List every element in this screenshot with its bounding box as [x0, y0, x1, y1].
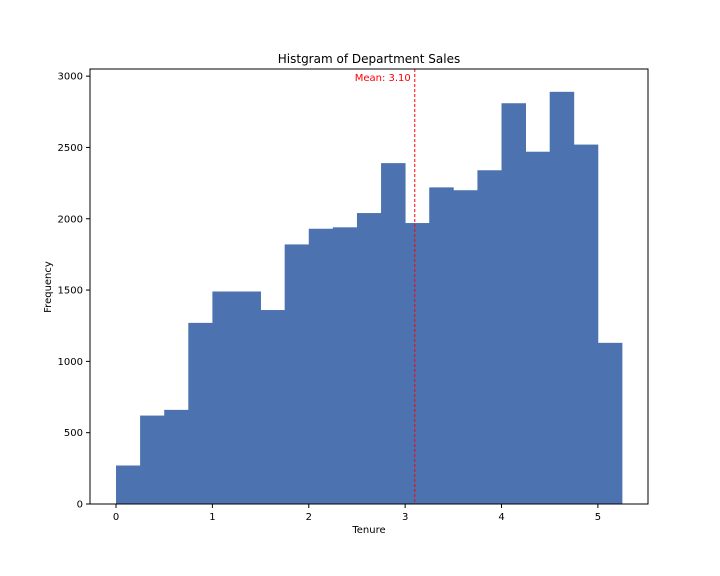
y-axis-title: Frequency	[43, 261, 54, 313]
histogram-bar-12	[405, 223, 430, 505]
histogram-bar-9	[332, 227, 358, 505]
y-tick-label-500: 500	[64, 428, 83, 439]
y-tick-label-1000: 1000	[58, 357, 83, 368]
y-tick-label-3000: 3000	[58, 72, 83, 83]
histogram-bar-16	[501, 103, 527, 505]
y-tick-label-1500: 1500	[58, 286, 83, 297]
x-tick-label-4: 4	[498, 512, 504, 523]
x-tick-label-3: 3	[402, 512, 408, 523]
mean-label: Mean: 3.10	[355, 73, 411, 84]
x-tick-label-0: 0	[113, 512, 119, 523]
histogram-bar-18	[549, 91, 575, 504]
histogram-bar-4	[212, 291, 237, 504]
y-axis: 0 500 1000 1500 2000 2500 3000	[58, 72, 90, 511]
plot-frame	[89, 68, 649, 505]
histogram-bar-3	[188, 322, 213, 504]
chart-title: Histgram of Department Sales	[278, 52, 460, 66]
x-axis: 0 1 2 3 4 5	[113, 504, 601, 523]
x-tick-label-5: 5	[595, 512, 601, 523]
histogram-bar-19	[573, 144, 599, 505]
histogram-bar-11	[381, 163, 406, 504]
histogram-bar-15	[477, 170, 502, 504]
histogram-bar-1	[140, 415, 165, 504]
histogram-bar-10	[356, 213, 382, 504]
y-tick-label-2500: 2500	[58, 143, 83, 154]
histogram-bar-6	[260, 310, 286, 504]
x-tick-label-2: 2	[306, 512, 312, 523]
histogram-bar-7	[284, 244, 310, 505]
mean-marker: Mean: 3.10	[355, 69, 416, 504]
y-tick-label-0: 0	[77, 500, 83, 511]
histogram-bar-5	[236, 291, 261, 504]
histogram-bars	[116, 91, 623, 505]
histogram-bar-13	[429, 187, 454, 504]
y-tick-label-2000: 2000	[58, 214, 83, 225]
histogram-bar-20	[597, 342, 623, 504]
x-axis-title: Tenure	[351, 525, 385, 536]
histogram-bar-8	[308, 228, 334, 504]
histogram-bar-17	[525, 151, 551, 504]
histogram-bar-14	[453, 190, 478, 505]
x-tick-label-1: 1	[209, 512, 215, 523]
histogram-bar-2	[164, 409, 189, 504]
histogram-bar-0	[116, 465, 141, 504]
